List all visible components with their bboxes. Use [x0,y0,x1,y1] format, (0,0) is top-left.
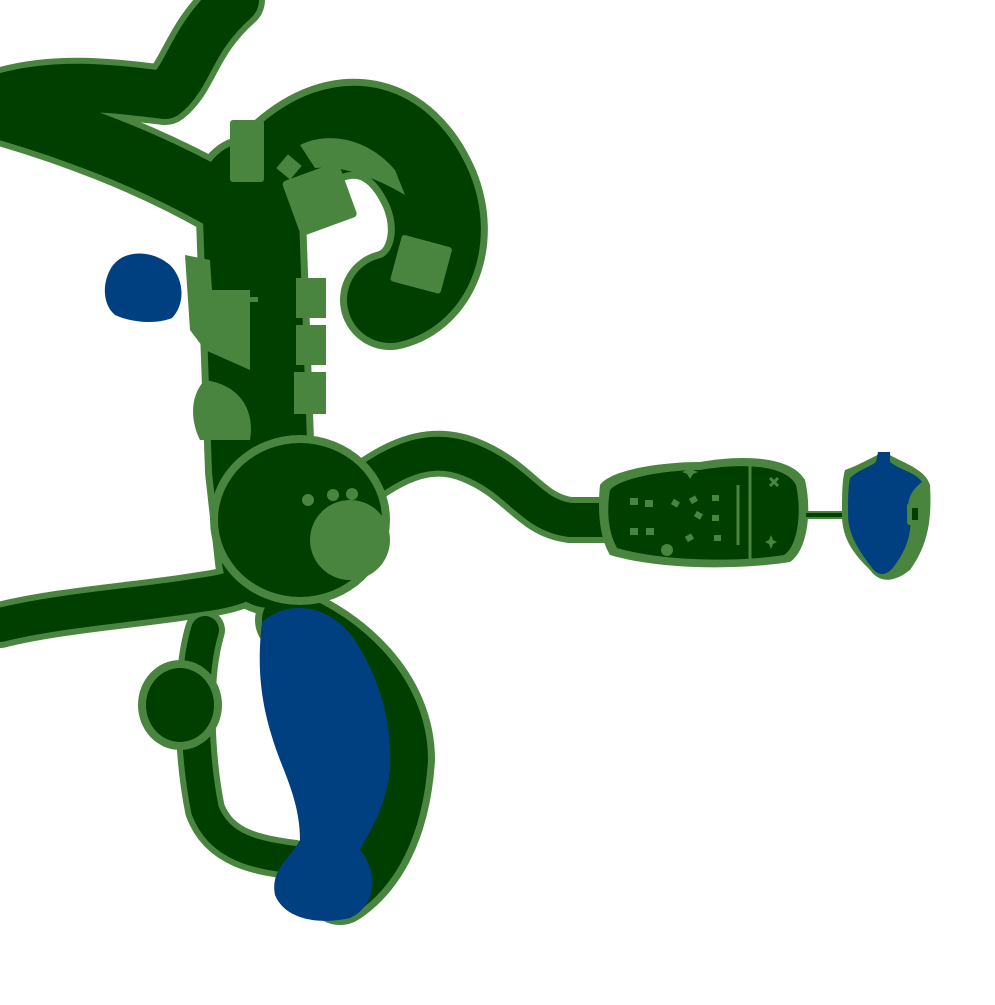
building-plaza-small-3 [346,488,358,500]
east-bridge [806,513,848,517]
water [104,253,922,921]
east-star-2 [765,535,777,549]
northwest-pond [104,253,182,322]
east-plaza-details [630,462,780,560]
east-marker-3 [630,528,638,535]
east-marker-8 [693,510,703,520]
building-connector [246,297,258,302]
east-marker-10 [684,533,694,543]
building-north-1 [230,120,264,182]
east-island-shrine-door [912,508,918,520]
east-well [661,544,673,556]
east-marker-4 [646,528,654,535]
building-east-3 [294,372,326,414]
building-north-arc [300,138,405,195]
east-marker-5 [670,498,680,508]
east-marker-9 [712,515,719,521]
building-west-block [185,255,250,370]
east-lake [848,452,922,575]
east-marker-6 [688,495,698,505]
building-north-2 [282,162,357,236]
east-marker-2 [645,500,653,507]
east-marker-1 [630,498,638,505]
sw-basin [146,668,214,742]
east-marker-7 [712,495,719,501]
building-east-1 [296,278,326,318]
building-west-round [193,380,251,440]
east-marker-11 [714,535,721,541]
building-northeast [390,235,452,294]
building-plaza-dome [310,500,390,580]
building-plaza-small-1 [302,494,314,506]
central-lake [259,607,391,921]
buildings [185,120,452,580]
building-north-3 [276,154,302,180]
east-cross-1 [768,476,780,488]
building-east-2 [296,325,326,365]
building-plaza-small-2 [327,489,339,501]
east-star-1 [682,465,698,479]
